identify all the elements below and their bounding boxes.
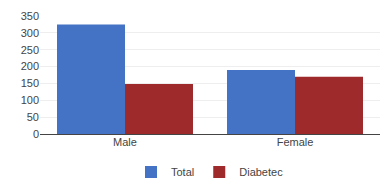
svg-text:300: 300 [21,27,39,39]
svg-text:Total: Total [171,166,194,178]
svg-text:Male: Male [113,136,137,148]
svg-text:150: 150 [21,77,39,89]
svg-text:250: 250 [21,44,39,56]
svg-text:Female: Female [277,136,314,148]
svg-text:Diabetec: Diabetec [239,166,283,178]
svg-text:100: 100 [21,94,39,106]
svg-text:0: 0 [33,128,39,140]
svg-text:50: 50 [27,111,39,123]
svg-text:200: 200 [21,60,39,72]
svg-text:350: 350 [21,10,39,22]
